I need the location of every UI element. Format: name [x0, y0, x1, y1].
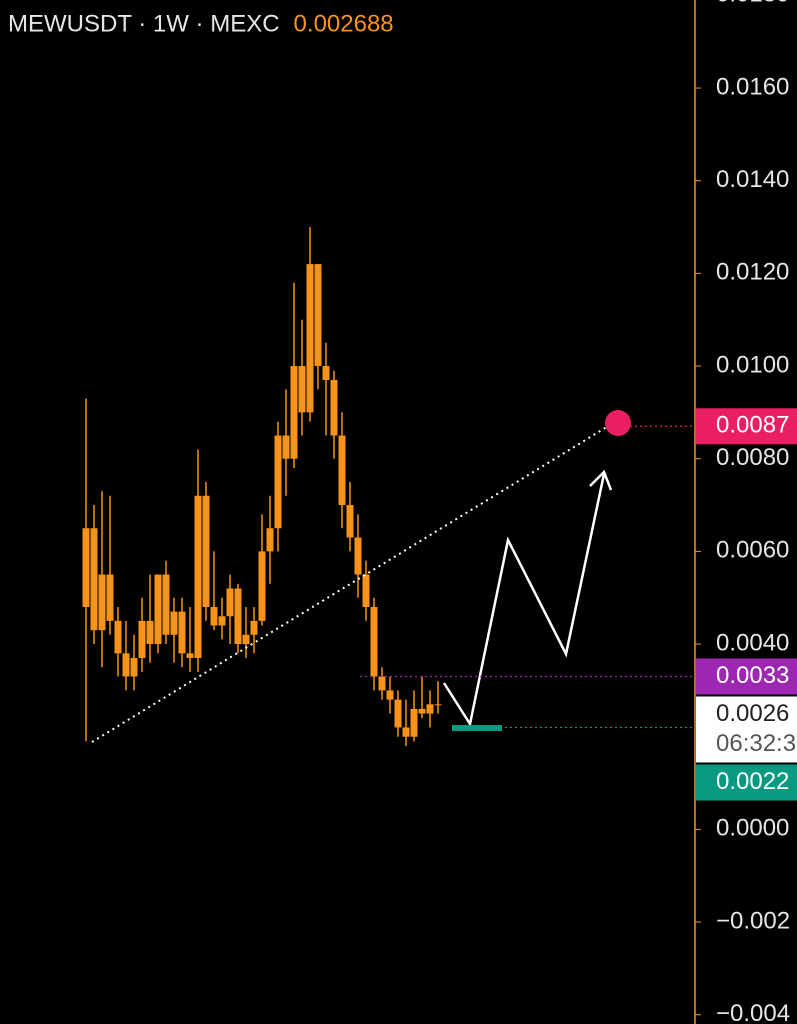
y-tick-label: 0.0080	[716, 444, 789, 471]
candle-body	[282, 435, 290, 459]
candle-body	[226, 588, 234, 617]
y-tick-label: 0.0040	[716, 629, 789, 656]
candle-body	[250, 620, 258, 635]
candle-body	[274, 435, 282, 529]
y-tick-label: 0.0180	[716, 0, 789, 8]
candle-body	[354, 537, 362, 575]
candle-body	[98, 574, 106, 631]
candle-body	[90, 528, 98, 631]
candle-body	[218, 616, 226, 626]
candle-body	[210, 606, 218, 626]
candle-body	[378, 676, 386, 691]
candle-body	[290, 366, 298, 459]
price-levels: 0.0087 0.0033 0.0026 06:32:3 0.0022	[360, 408, 797, 801]
candle-body	[122, 653, 130, 677]
candle-body	[346, 505, 354, 538]
candle-body	[186, 653, 194, 658]
y-tick-label: 0.0060	[716, 537, 789, 564]
candle-body	[402, 727, 410, 737]
candle-body	[202, 495, 210, 607]
y-tick-label: 0.0000	[716, 815, 789, 842]
price-badge-label: 0.0026	[716, 700, 789, 727]
chart-title: MEWUSDT · 1W · MEXC	[8, 10, 280, 37]
price-badge	[696, 658, 797, 695]
candles	[82, 227, 442, 746]
y-axis: 0.0180 0.0160 0.0140 0.0120 0.0100 0.0080 0.00…	[695, 0, 790, 1024]
candle-body	[386, 690, 394, 700]
y-tick-label: 0.0160	[716, 73, 789, 100]
candle-body	[178, 611, 186, 654]
candle-body	[106, 574, 114, 621]
candle-body	[418, 708, 426, 714]
candle-body	[194, 495, 202, 658]
candle-body	[258, 551, 266, 621]
candle-body	[170, 611, 178, 635]
y-tick-label: 0.0100	[716, 351, 789, 378]
candle-body	[162, 574, 170, 635]
candle-body	[146, 620, 154, 645]
candle-body	[314, 264, 322, 367]
candle-body	[154, 574, 162, 645]
candle-body	[114, 620, 122, 654]
candle-body	[82, 528, 90, 607]
countdown: 06:32:3	[716, 730, 796, 757]
price-badge	[696, 408, 797, 445]
candle-body	[242, 634, 250, 645]
candle-body	[338, 435, 346, 506]
candle-body	[322, 366, 330, 380]
candle-body	[234, 588, 242, 645]
support-marker	[452, 725, 502, 731]
y-tick-label: 0.0120	[716, 259, 789, 286]
price-badge-label: 0.0022	[716, 768, 789, 795]
candle-body	[426, 704, 434, 714]
y-tick-label: −0.002	[716, 907, 790, 934]
candle-body	[362, 574, 370, 607]
candle-body	[130, 657, 138, 677]
candle-body	[370, 606, 378, 677]
price-badge	[696, 696, 797, 763]
candle-body	[330, 379, 338, 436]
candle-body	[138, 620, 146, 658]
target-marker	[605, 410, 631, 436]
candle-body	[410, 708, 418, 737]
last-price: 0.002688	[294, 10, 394, 37]
candle-body	[306, 264, 314, 413]
projection-path	[442, 473, 606, 728]
candle-body	[298, 366, 306, 413]
candle-body	[394, 699, 402, 728]
candle-body	[434, 704, 442, 706]
y-tick-label: 0.0140	[716, 166, 789, 193]
price-badge-label: 0.0087	[716, 412, 789, 439]
price-badge-label: 0.0033	[716, 662, 789, 689]
price-badge	[696, 764, 797, 801]
candle-body	[266, 528, 274, 552]
y-tick-label: −0.004	[716, 1000, 790, 1024]
arrow-head	[589, 469, 613, 491]
